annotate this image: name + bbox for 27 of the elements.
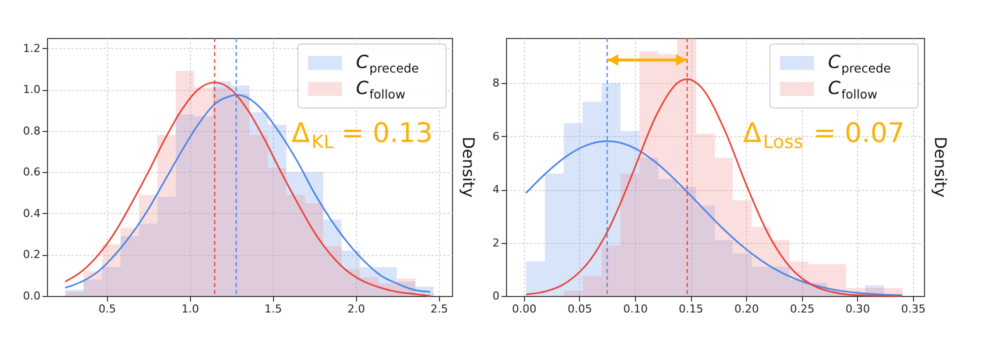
x-tick-label: 0.05 <box>568 302 592 316</box>
x-tick-label: 0.10 <box>623 302 648 316</box>
y-tick-label: 0.2 <box>23 248 40 262</box>
x-tick-label: 2.5 <box>430 302 448 316</box>
x-tick-label: 0.25 <box>790 302 814 316</box>
y-tick-label: 4 <box>492 183 500 196</box>
y-tick-label: 1.0 <box>23 83 40 96</box>
y-tick-label: 0.6 <box>23 166 40 179</box>
x-tick-label: 2.0 <box>347 302 365 316</box>
y-tick-label: 0.8 <box>23 124 40 138</box>
y-tick-label: 0 <box>492 290 500 302</box>
y-tick-label: 2 <box>492 236 500 250</box>
x-tick-label: 1.0 <box>181 302 199 316</box>
x-tick-label: 0.20 <box>734 302 759 316</box>
y-tick-label: 6 <box>492 130 500 143</box>
y-tick-label: 8 <box>492 76 500 90</box>
x-tick-label: 0.15 <box>678 302 704 316</box>
x-tick-label: 0.30 <box>846 302 870 316</box>
x-tick-label: 0.35 <box>901 302 926 316</box>
y-axis-title: Density <box>931 136 950 198</box>
x-tick-label: 0.00 <box>512 302 537 316</box>
x-tick-label: 0.5 <box>98 302 116 316</box>
y-tick-label: 1.2 <box>23 42 40 55</box>
y-tick-label: 0.4 <box>23 206 40 220</box>
x-tick-label: 1.5 <box>264 302 282 316</box>
y-axis-title: Density <box>459 136 478 198</box>
y-tick-label: 0.0 <box>23 290 40 302</box>
